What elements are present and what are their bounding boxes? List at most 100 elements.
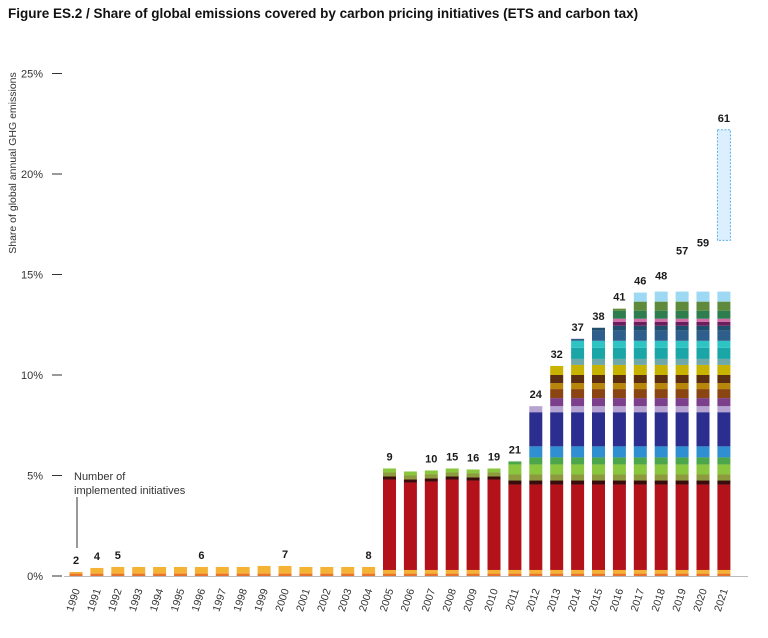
bar-segment: [174, 573, 187, 576]
bar-segment: [383, 472, 396, 477]
y-tick-label: 0%: [27, 571, 43, 583]
bar-segment: [675, 412, 689, 447]
bar-scheduled: [716, 129, 731, 241]
bar-segment: [633, 446, 647, 458]
bar-segment: [529, 569, 543, 574]
bar-segment: [696, 398, 710, 407]
bar-segment: [445, 472, 459, 477]
bar-segment: [445, 573, 459, 576]
bar-segment: [633, 457, 647, 465]
bar-segment: [592, 484, 605, 570]
bar-segment: [550, 484, 564, 570]
bar-segment: [445, 479, 459, 570]
bar-segment: [633, 292, 647, 302]
bar-segment: [403, 573, 417, 576]
bar-segment: [633, 347, 647, 359]
bar-segment: [633, 340, 647, 348]
annotation-text: Number of: [74, 471, 126, 483]
bar-segment: [508, 484, 522, 570]
bar-segment: [633, 318, 647, 322]
bar-segment: [612, 389, 626, 399]
bar-segment: [654, 389, 668, 399]
bar-segment: [696, 325, 710, 331]
x-tick-label: 2006: [399, 587, 418, 613]
bar-segment: [403, 475, 417, 480]
bar-segment: [717, 406, 731, 413]
bar-segment: [69, 573, 83, 576]
bar-segment: [403, 482, 417, 570]
bar-segment: [717, 301, 731, 311]
initiative-count-label: 9: [386, 451, 392, 463]
bar-segment: [550, 398, 564, 407]
bar-segment: [696, 412, 710, 447]
x-tick-label: 2008: [440, 587, 459, 613]
bar-segment: [466, 469, 480, 474]
bar-segment: [424, 478, 438, 482]
bar-segment: [696, 569, 710, 574]
y-tick-label: 5%: [27, 471, 43, 483]
bar-segment: [550, 457, 564, 465]
bar-segment: [571, 457, 585, 465]
y-tick-label: 25%: [21, 69, 43, 81]
bar-segment: [675, 474, 689, 481]
bar-segment: [403, 569, 417, 574]
bar-segment: [571, 398, 585, 407]
initiative-count-label: 46: [634, 276, 646, 288]
bar-segment: [717, 375, 731, 384]
bar-segment: [424, 481, 438, 570]
bar-segment: [383, 476, 396, 480]
bar-segment: [424, 569, 438, 574]
bar-segment: [696, 457, 710, 465]
initiative-count-label: 57: [676, 245, 688, 257]
bar-segment: [508, 569, 522, 574]
x-tick-label: 2009: [461, 587, 480, 613]
x-tick-label: 2017: [629, 587, 648, 613]
bar-segment: [592, 364, 605, 375]
bar-segment: [529, 446, 543, 458]
bar-segment: [654, 412, 668, 447]
bar-segment: [403, 479, 417, 483]
bar-segment: [612, 406, 626, 413]
bar-segment: [592, 457, 605, 465]
bar-segment: [592, 347, 605, 359]
bar-segment: [675, 330, 689, 341]
bar-segment: [466, 569, 480, 574]
bar-segment: [571, 389, 585, 399]
bar-segment: [675, 301, 689, 311]
bar-segment: [654, 340, 668, 348]
bar-segment: [550, 569, 564, 574]
initiative-count-label: 38: [592, 311, 604, 323]
bar-segment: [550, 573, 564, 576]
bar-segment: [654, 358, 668, 365]
bar-segment: [466, 573, 480, 576]
bar-segment: [278, 565, 292, 574]
x-tick-label: 2012: [524, 587, 543, 613]
bar-segment: [571, 480, 585, 485]
bar-segment: [550, 412, 564, 447]
y-tick-label: 15%: [21, 270, 43, 282]
bar-segment: [278, 573, 292, 576]
bar-segment: [466, 477, 480, 481]
bar-segment: [633, 406, 647, 413]
bar-segment: [717, 389, 731, 399]
bar-segment: [654, 383, 668, 390]
chart-title: Figure ES.2 / Share of global emissions …: [8, 6, 639, 21]
bar-segment: [592, 569, 605, 574]
bar-segment: [466, 480, 480, 570]
bar-segment: [696, 406, 710, 413]
x-tick-label: 2020: [691, 587, 710, 613]
bar-segment: [383, 569, 396, 574]
bar-segment: [717, 569, 731, 574]
x-tick-label: 1993: [127, 587, 146, 613]
initiative-count-label: 5: [115, 550, 121, 562]
bar-segment: [612, 347, 626, 359]
bar-segment: [194, 566, 208, 574]
bar-segment: [654, 291, 668, 302]
bar-segment: [612, 310, 626, 319]
bar-segment: [571, 573, 585, 576]
bar-segment: [633, 301, 647, 311]
bar-segment: [675, 406, 689, 413]
bar-segment: [550, 446, 564, 458]
x-tick-label: 1997: [211, 587, 230, 613]
